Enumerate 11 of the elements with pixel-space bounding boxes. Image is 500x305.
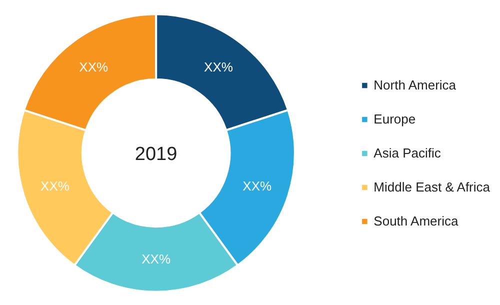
legend-label: South America [374, 213, 458, 228]
legend-label: Europe [374, 111, 416, 126]
data-label: XX% [40, 178, 70, 194]
data-label: XX% [242, 178, 272, 194]
text: 2019 [134, 144, 178, 165]
legend-label: Asia Pacific [374, 145, 441, 160]
data-label: XX% [142, 252, 171, 267]
data-label: XX% [79, 60, 108, 75]
data-label: XX% [204, 60, 234, 75]
legend-label: Middle East & Africa [374, 179, 490, 194]
legend-label: North America [374, 77, 456, 92]
